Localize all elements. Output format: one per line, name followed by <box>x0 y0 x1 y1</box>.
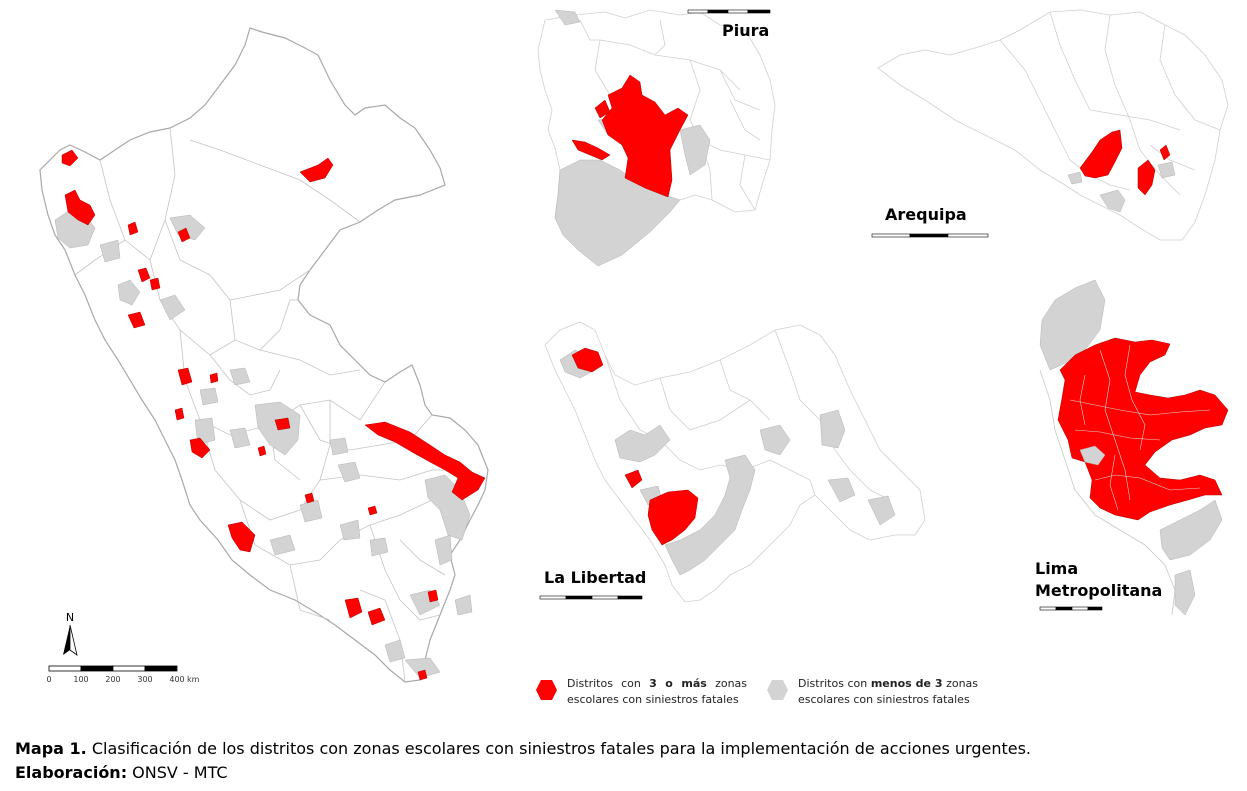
legend-low-prefix: Distritos con <box>798 677 868 690</box>
lima-label-line2: Metropolitana <box>1035 581 1163 600</box>
scale-tick-0: 0 <box>46 675 51 684</box>
caption-credit: Elaboración: ONSV - MTC <box>15 761 1031 785</box>
legend-high-prefix: Distritos con <box>567 677 641 690</box>
arequipa-label: Arequipa <box>885 205 967 224</box>
legend-high: Distritos con 3 o más zonas escolares co… <box>567 676 747 708</box>
scale-unit: km <box>187 675 200 684</box>
legend-gray-hexagon-icon <box>767 680 788 700</box>
caption-credit-text: ONSV - MTC <box>127 763 228 782</box>
legend-high-suffix: zonas escolares con siniestros fatales <box>567 677 748 706</box>
scale-tick-2: 200 <box>105 675 120 684</box>
lima-label: Lima Metropolitana <box>1035 558 1162 602</box>
scale-tick-1: 100 <box>73 675 88 684</box>
lima-red-area <box>1057 337 1229 521</box>
lima-scale-bar <box>1039 606 1103 611</box>
lima-label-line1: Lima <box>1035 559 1079 578</box>
map-figure: N 0 100 200 300 400 km <box>39 9 1229 700</box>
la-libertad-map <box>539 321 926 603</box>
peru-internal-borders <box>74 127 460 683</box>
figure-caption: Mapa 1. Clasificación de los distritos c… <box>15 737 1031 785</box>
legend-red-hexagon-icon <box>536 680 557 700</box>
peru-gray-districts <box>54 209 473 679</box>
legend-low-text: Distritos con menos de 3 zonas escolares… <box>798 676 978 708</box>
caption-title: Mapa 1. Clasificación de los distritos c… <box>15 737 1031 761</box>
legend-high-bold: 3 o más <box>649 677 707 690</box>
peru-red-districts <box>61 149 486 681</box>
peru-map: N 0 100 200 300 400 km <box>39 27 489 684</box>
lima-map <box>1039 279 1229 616</box>
legend-low: Distritos con menos de 3 zonas escolares… <box>798 676 978 708</box>
la-libertad-scale-bar <box>539 595 643 600</box>
la-libertad-label: La Libertad <box>544 568 647 587</box>
north-arrow-label: N <box>66 611 74 624</box>
peru-scale-bar: 0 100 200 300 400 km <box>46 665 200 684</box>
scale-tick-4: 400 <box>169 675 184 684</box>
north-arrow: N <box>63 611 78 656</box>
caption-credit-bold: Elaboración: <box>15 763 128 782</box>
legend-low-bold: menos de 3 <box>870 677 943 690</box>
caption-title-bold: Mapa 1. <box>15 739 87 758</box>
piura-scale-bar <box>687 9 771 14</box>
peru-outline <box>39 27 489 683</box>
caption-title-text: Clasificación de los distritos con zonas… <box>86 739 1031 758</box>
legend-low-suffix: zonas escolares con siniestros fatales <box>798 677 979 706</box>
piura-map <box>537 9 776 267</box>
scale-tick-3: 300 <box>137 675 152 684</box>
arequipa-map <box>871 9 1229 241</box>
arequipa-scale-bar <box>871 233 989 238</box>
legend-high-text: Distritos con 3 o más zonas escolares co… <box>567 676 747 708</box>
piura-label: Piura <box>722 21 770 40</box>
